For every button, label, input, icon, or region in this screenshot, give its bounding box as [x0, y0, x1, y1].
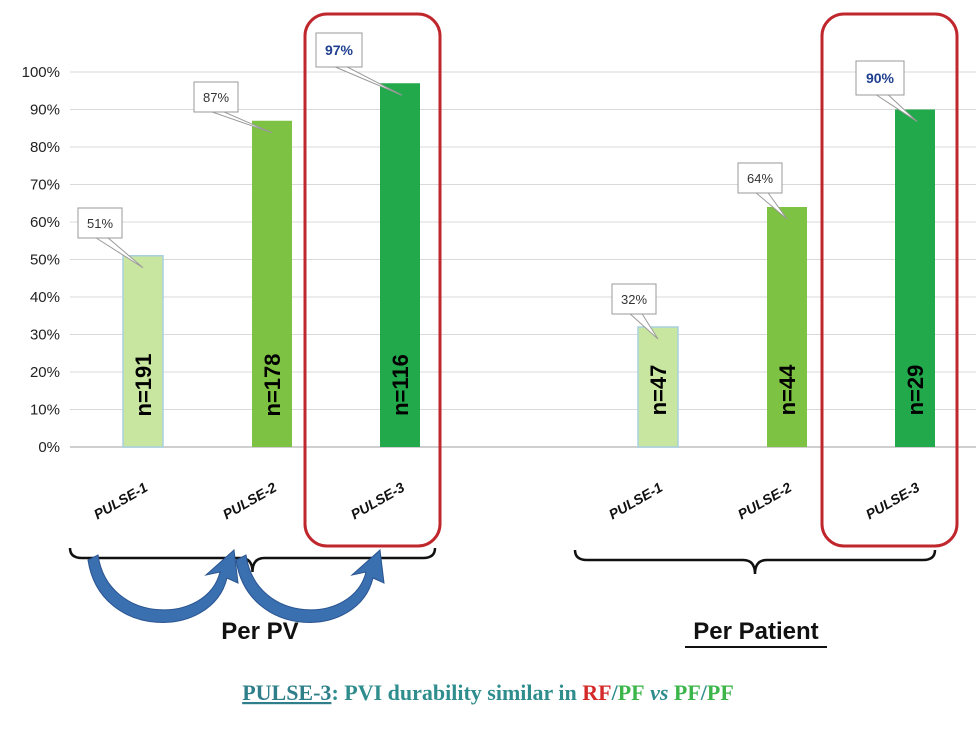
callout-pointer	[94, 237, 144, 269]
callout-box	[193, 81, 239, 113]
bar-n-label: n=116	[388, 354, 413, 416]
bar-per-pv-pulse-2	[252, 120, 292, 447]
bar-value-label: 64%	[747, 171, 773, 186]
y-tick-label: 20%	[30, 364, 60, 381]
y-tick-label: 30%	[30, 327, 60, 344]
group-braces	[68, 547, 937, 575]
highlight-box	[820, 12, 959, 548]
caption-part1: : PVI durability similar in	[331, 680, 582, 705]
bar-value-label: 87%	[203, 90, 229, 105]
arrow-pulse1-to-pulse2	[87, 548, 239, 623]
callout-pointer	[335, 66, 403, 96]
bar-value-label: 90%	[866, 70, 895, 86]
bar-value-label: 97%	[325, 42, 354, 58]
bars: n=191 51% n=178 87% n=116 97% n=47 32% n=44 64% n=…	[77, 32, 935, 448]
bar-n-label: n=178	[260, 354, 285, 417]
y-tick-label: 100%	[22, 64, 60, 81]
brace-per-patient	[573, 549, 937, 575]
callout-box	[611, 283, 657, 315]
group-label-per-patient: Per Patient	[693, 618, 818, 645]
bar-value-label: 32%	[621, 292, 647, 307]
y-tick-label: 50%	[30, 252, 60, 269]
x-tick-label: PULSE-2	[735, 479, 794, 523]
x-tick-label: PULSE-1	[606, 479, 665, 523]
bar-value-label: 51%	[87, 216, 113, 231]
caption: PULSE-3: PVI durability similar in RF/PF…	[242, 680, 734, 705]
highlight-box	[303, 12, 442, 548]
caption-vs: vs	[645, 680, 674, 705]
y-axis-ticks: 0% 10% 20% 30% 40% 50% 60% 70% 80% 90% 100%	[22, 64, 60, 456]
y-tick-label: 70%	[30, 177, 60, 194]
caption-pf1: PF	[618, 680, 645, 705]
caption-link: PULSE-3	[242, 680, 331, 705]
callout-box	[737, 162, 783, 194]
y-tick-label: 90%	[30, 102, 60, 119]
callout-box	[855, 60, 905, 96]
bar-n-label: n=191	[131, 354, 156, 417]
caption-rf: RF	[582, 680, 611, 705]
category-labels: PULSE-1 PULSE-2 PULSE-3 PULSE-1 PULSE-2 PULSE…	[91, 479, 922, 523]
bar-per-pv-pulse-1	[122, 255, 164, 448]
brace-per-pv	[68, 547, 437, 573]
x-tick-label: PULSE-3	[863, 479, 922, 523]
bar-per-patient-pulse-2	[767, 207, 807, 447]
y-tick-label: 80%	[30, 139, 60, 156]
callout-box	[77, 207, 123, 239]
group-label-per-pv: Per PV	[221, 618, 298, 645]
bar-n-label: n=44	[775, 364, 800, 416]
highlight-boxes	[303, 12, 959, 548]
caption-pf2: PF	[674, 680, 701, 705]
bar-n-label: n=29	[903, 365, 928, 416]
caption-pf3: PF	[707, 680, 734, 705]
x-tick-label: PULSE-1	[91, 479, 150, 523]
progression-arrows	[87, 548, 385, 623]
gridlines	[70, 71, 976, 448]
caption-slash2: /	[700, 680, 708, 705]
y-tick-label: 10%	[30, 402, 60, 419]
callout-box	[315, 32, 363, 68]
bar-per-patient-pulse-1	[637, 326, 679, 448]
x-tick-label: PULSE-2	[220, 479, 279, 523]
bar-per-pv-pulse-3	[380, 83, 420, 447]
y-tick-label: 40%	[30, 289, 60, 306]
y-tick-label: 60%	[30, 214, 60, 231]
x-tick-label: PULSE-3	[348, 479, 407, 523]
arrow-pulse2-to-pulse3	[235, 548, 385, 623]
caption-slash1: /	[611, 680, 619, 705]
y-tick-label: 0%	[38, 439, 60, 456]
bar-per-patient-pulse-3	[895, 109, 935, 447]
bar-n-label: n=47	[646, 365, 671, 416]
